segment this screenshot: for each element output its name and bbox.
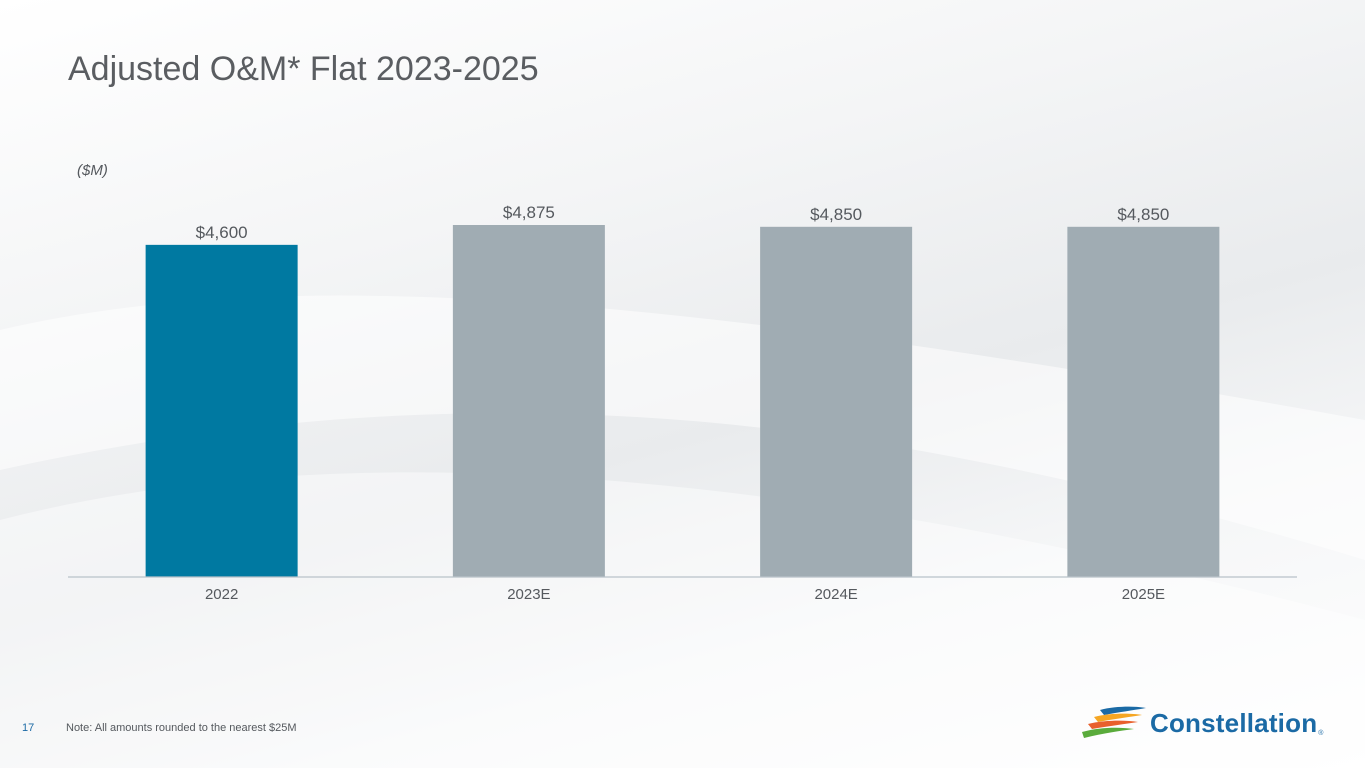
category-label-2025e: 2025E — [1122, 586, 1165, 603]
constellation-swoosh-icon — [1082, 706, 1146, 738]
slide-title: Adjusted O&M* Flat 2023-2025 — [68, 50, 539, 88]
value-label-2022: $4,600 — [196, 223, 248, 242]
unit-label: ($M) — [77, 162, 108, 179]
footnote: Note: All amounts rounded to the nearest… — [66, 722, 297, 734]
logo-wordmark: Constellation — [1150, 707, 1318, 738]
page-number: 17 — [22, 722, 35, 734]
value-labels-group: $4,600 $4,875 $4,850 $4,850 — [196, 203, 1170, 242]
bars-group — [145, 225, 1220, 578]
category-label-2024e: 2024E — [814, 586, 857, 603]
value-label-2024e: $4,850 — [810, 205, 862, 224]
bar-2022 — [145, 244, 298, 577]
category-label-2023e: 2023E — [507, 586, 550, 603]
bar-2025e — [1067, 226, 1220, 578]
category-labels-group: 2022 2023E 2024E 2025E — [205, 586, 1165, 603]
value-label-2025e: $4,850 — [1117, 205, 1169, 224]
bar-2024e — [760, 226, 913, 578]
registered-mark: ® — [1318, 730, 1324, 737]
value-label-2023e: $4,875 — [503, 203, 555, 222]
constellation-logo: Constellation ® — [1080, 700, 1323, 746]
bar-2023e — [452, 225, 605, 577]
category-label-2022: 2022 — [205, 586, 238, 603]
